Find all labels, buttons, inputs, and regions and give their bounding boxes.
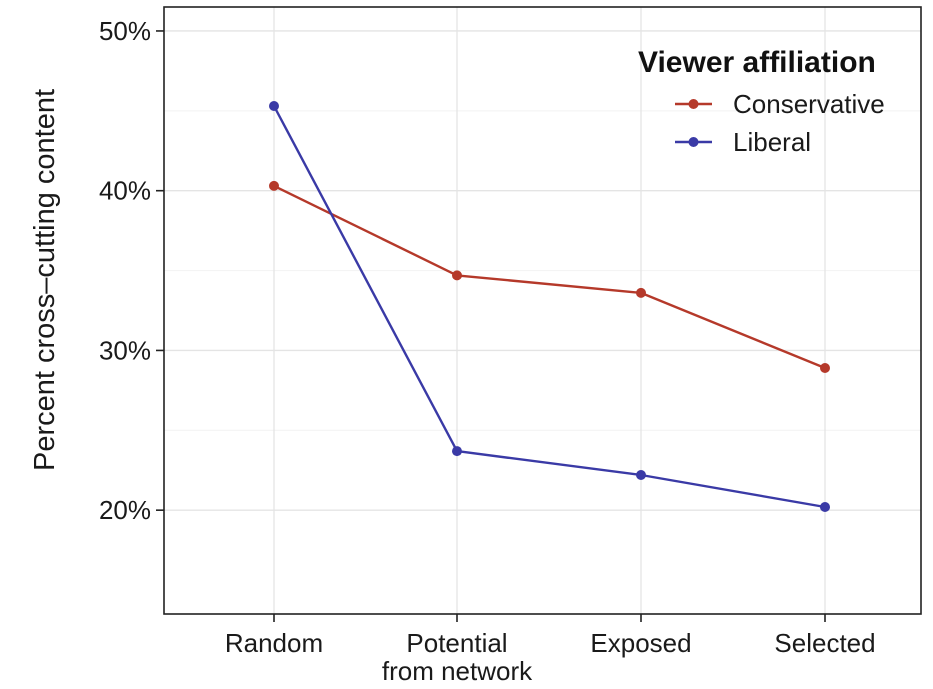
legend-label-liberal: Liberal bbox=[733, 127, 811, 157]
y-tick-label: 40% bbox=[99, 176, 151, 206]
data-point-liberal bbox=[452, 446, 462, 457]
legend-marker-liberal bbox=[688, 137, 699, 147]
data-point-liberal bbox=[820, 502, 830, 512]
series bbox=[269, 101, 830, 512]
data-point-liberal bbox=[636, 470, 646, 480]
x-tick-label: Potential from network bbox=[382, 628, 533, 686]
y-tick-label: 50% bbox=[99, 16, 151, 46]
data-point-conservative bbox=[820, 363, 830, 373]
x-tick-label: Selected bbox=[774, 628, 875, 658]
data-point-conservative bbox=[452, 270, 462, 281]
data-point-liberal bbox=[269, 101, 279, 111]
series-line-conservative bbox=[273, 184, 826, 370]
plot-frame bbox=[163, 6, 922, 615]
legend-marker-conservative bbox=[688, 99, 699, 109]
x-tick-label: Random bbox=[225, 628, 323, 658]
data-point-conservative bbox=[636, 287, 646, 298]
y-tick-label: 30% bbox=[99, 335, 151, 365]
data-point-conservative bbox=[269, 180, 279, 191]
y-axis-title: Percent cross–cutting content bbox=[29, 89, 61, 471]
series-line-liberal bbox=[272, 105, 826, 509]
y-tick-label: 20% bbox=[99, 495, 151, 525]
x-tick-label: Exposed bbox=[590, 628, 691, 658]
axes: 20% 30% 40% 50% Random Potential from network E… bbox=[99, 16, 876, 686]
gridlines bbox=[164, 7, 921, 614]
legend-title: Viewer affiliation bbox=[638, 46, 876, 79]
legend-label-conservative: Conservative bbox=[733, 89, 885, 119]
legend: Viewer affiliation Conservative Liberal bbox=[638, 46, 885, 157]
